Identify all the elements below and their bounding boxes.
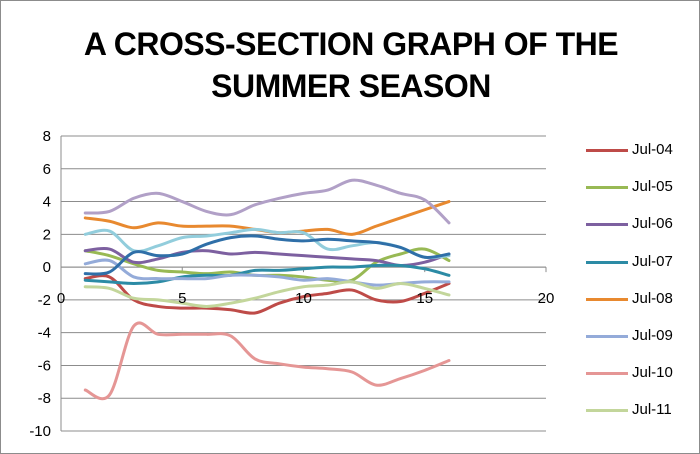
legend-item-jul-09: Jul-09 <box>586 325 696 362</box>
legend-label: Jul-06 <box>632 215 673 233</box>
chart-title-line-1: A CROSS-SECTION GRAPH OF THE <box>83 26 619 62</box>
y-tick-label: 6 <box>43 161 51 178</box>
legend-item-jul-08: Jul-08 <box>586 288 696 325</box>
y-tick-label: 0 <box>43 259 51 276</box>
y-tick-label: -8 <box>38 390 51 407</box>
x-tick-label: 0 <box>57 290 65 307</box>
legend-swatch <box>586 260 628 264</box>
series-line-jul-10 <box>83 321 451 401</box>
legend-item-jul-06: Jul-06 <box>586 213 696 250</box>
legend-item-jul-05: Jul-05 <box>586 176 696 213</box>
legend-swatch <box>586 409 628 413</box>
y-tick-label: -6 <box>38 357 51 374</box>
legend-swatch <box>586 334 628 338</box>
legend-swatch <box>586 372 628 376</box>
legend-swatch <box>586 297 628 301</box>
x-tick-label: 15 <box>416 290 433 307</box>
legend-item-jul-04: Jul-04 <box>586 139 696 176</box>
legend-label: Jul-10 <box>632 364 673 382</box>
legend-label: Jul-11 <box>632 401 672 419</box>
y-tick-label: -10 <box>29 423 51 440</box>
chart-legend: Jul-04 Jul-05 Jul-06 Jul-07 Jul-08 Jul-09 Jul-… <box>586 139 696 437</box>
legend-label: Jul-08 <box>632 289 673 307</box>
x-tick-label: 20 <box>538 290 555 307</box>
series-lines <box>83 178 451 401</box>
y-tick-label: 8 <box>43 128 51 145</box>
x-tick-label: 10 <box>295 290 312 307</box>
legend-label: Jul-04 <box>632 141 673 158</box>
series-line-unlabeled-10 <box>83 234 451 276</box>
y-tick-label: -2 <box>38 292 51 309</box>
legend-label: Jul-09 <box>632 326 673 344</box>
series-line-jul-07 <box>83 263 451 285</box>
chart-title: A CROSS-SECTION GRAPH OF THE SUMMER SEAS… <box>61 23 641 107</box>
legend-swatch <box>586 223 628 227</box>
legend-swatch <box>586 186 628 190</box>
y-tick-label: 4 <box>43 194 51 211</box>
series-line-jul-11 <box>83 280 451 308</box>
legend-swatch <box>586 149 628 152</box>
series-line-jul-06 <box>83 246 451 267</box>
legend-label: Jul-05 <box>632 178 673 196</box>
y-tick-label: -4 <box>38 325 51 342</box>
chart-title-line-2: SUMMER SEASON <box>211 68 491 104</box>
legend-item-jul-10: Jul-10 <box>586 362 696 399</box>
y-tick-label: 2 <box>43 226 51 243</box>
series-line-jul-04 <box>83 274 451 315</box>
x-tick-label: 5 <box>178 290 186 307</box>
legend-label: Jul-07 <box>632 252 673 270</box>
series-line-unlabeled-8 <box>83 178 451 225</box>
legend-item-jul-07: Jul-07 <box>586 251 696 288</box>
legend-item-jul-11: Jul-11 <box>586 399 696 436</box>
